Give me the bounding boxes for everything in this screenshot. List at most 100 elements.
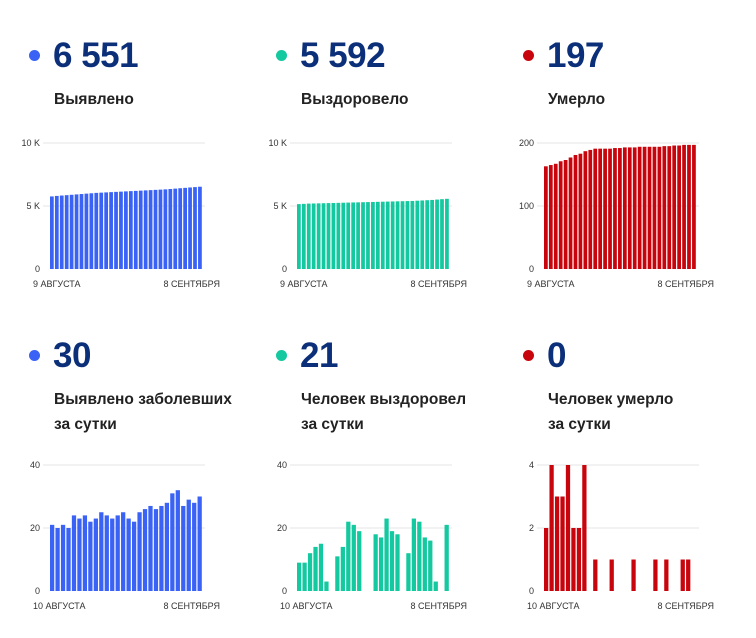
bar [417, 521, 422, 591]
bar [163, 189, 168, 269]
metric-label-line: Выздоровело [301, 91, 409, 108]
bar [153, 189, 158, 269]
bar [142, 509, 148, 591]
bar [390, 201, 395, 269]
x-start-label: 10 АВГУСТА [280, 601, 333, 611]
bar [565, 465, 571, 591]
y-tick-label: 20 [277, 523, 287, 533]
bar [603, 148, 607, 269]
bar [114, 191, 118, 269]
y-tick-label: 40 [30, 460, 40, 470]
bar [425, 200, 430, 269]
metric-label-line: Выявлено заболевших [54, 391, 232, 408]
bar [568, 157, 573, 269]
bar [657, 146, 662, 269]
bar [340, 546, 345, 591]
bar [297, 204, 301, 269]
bar [313, 546, 318, 591]
bar [631, 559, 636, 591]
bar [55, 528, 60, 591]
bar [632, 147, 637, 269]
y-tick-label: 10 K [21, 138, 40, 148]
bar-chart: 0 20 40 10 АВГУСТА 8 СЕНТЯБРЯ [277, 460, 467, 611]
bar [175, 490, 180, 591]
bar [131, 521, 137, 591]
metric-label: Умерло [548, 87, 605, 112]
bar [133, 190, 138, 269]
metric-label: Человек умерло за сутки [548, 387, 673, 437]
bar [324, 581, 329, 591]
x-start-label: 9 АВГУСТА [33, 279, 81, 289]
indicator-dot-icon [523, 350, 534, 361]
bar-chart: 0 5 K 10 K 9 АВГУСТА 8 СЕНТЯБРЯ [21, 138, 220, 289]
bar [662, 146, 667, 269]
bar [588, 149, 593, 269]
bar [84, 193, 89, 269]
cases-daily-panel: 30 Выявлено заболевших за сутки 0 20 40 10 АВГ… [25, 330, 271, 630]
metric-label-line: за сутки [54, 416, 117, 433]
metric-label: Человек выздоровел за сутки [301, 387, 466, 437]
bar [321, 203, 326, 269]
bar [573, 154, 578, 269]
indicator-dot-icon [29, 50, 40, 61]
bar [593, 559, 598, 591]
bar [143, 190, 148, 269]
bar [395, 534, 400, 591]
bar [384, 518, 389, 591]
bar [686, 559, 691, 591]
bar [89, 193, 94, 269]
bar [336, 202, 341, 269]
x-end-label: 8 СЕНТЯБРЯ [163, 279, 220, 289]
bar [82, 515, 88, 591]
metric-value: 5 592 [300, 36, 386, 75]
bar [405, 201, 410, 269]
bar [104, 515, 109, 591]
bar [422, 537, 427, 591]
bar [583, 151, 588, 269]
bar [544, 166, 548, 269]
bar [71, 515, 77, 591]
bar [302, 562, 307, 591]
metric-label: Выздоровело [301, 87, 408, 112]
metric-label: Выявлено [54, 87, 134, 112]
bar [667, 146, 672, 269]
bar [121, 512, 126, 591]
bar [687, 144, 691, 269]
bar [375, 201, 380, 269]
bar [341, 202, 346, 269]
bar [197, 496, 202, 591]
bar [311, 203, 316, 269]
bar [110, 518, 115, 591]
x-start-label: 10 АВГУСТА [33, 601, 86, 611]
bar [297, 562, 302, 591]
x-end-label: 8 СЕНТЯБРЯ [410, 601, 467, 611]
bar [433, 581, 438, 591]
bar [608, 148, 612, 269]
y-tick-label: 0 [35, 586, 40, 596]
bar [652, 146, 657, 269]
metric-value: 6 551 [53, 36, 139, 75]
bar [578, 153, 583, 269]
bar [571, 528, 576, 591]
bar [598, 148, 603, 269]
metric-value: 21 [300, 336, 338, 375]
y-tick-label: 0 [282, 586, 287, 596]
bar [558, 161, 563, 269]
bar [637, 146, 642, 269]
bar [104, 192, 109, 269]
bar [331, 202, 336, 269]
bar [137, 512, 142, 591]
bar [692, 144, 696, 269]
bar [400, 201, 405, 269]
bar [553, 163, 558, 269]
bar [128, 191, 133, 269]
x-end-label: 8 СЕНТЯБРЯ [410, 279, 467, 289]
indicator-dot-icon [276, 350, 287, 361]
bar [593, 148, 598, 269]
bar [385, 201, 390, 269]
bar [138, 190, 143, 269]
bar [306, 203, 311, 269]
bar [346, 202, 351, 269]
bar [79, 194, 84, 269]
bar [647, 146, 652, 269]
